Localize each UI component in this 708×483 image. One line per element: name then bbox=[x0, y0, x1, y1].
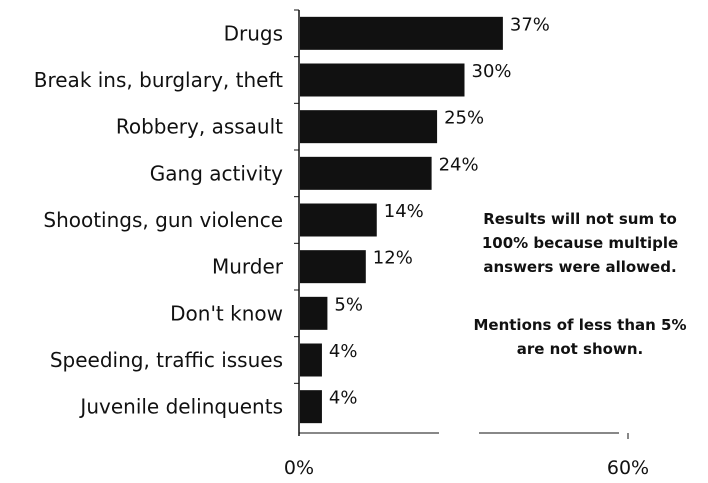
category-label: Robbery, assault bbox=[116, 115, 283, 139]
bar-4 bbox=[300, 203, 377, 237]
category-label: Gang activity bbox=[150, 161, 283, 185]
category-label: Don't know bbox=[170, 301, 283, 325]
value-label: 37% bbox=[510, 14, 550, 35]
bar-2 bbox=[300, 110, 438, 144]
note-line: are not shown. bbox=[517, 340, 643, 358]
category-label: Juvenile delinquents bbox=[78, 395, 283, 419]
plot-area: Drugs 37% Break ins, burglary, theft 30% Rob… bbox=[34, 9, 649, 479]
bar-7 bbox=[300, 343, 322, 377]
bar-8 bbox=[300, 390, 322, 424]
note-line: Mentions of less than 5% bbox=[473, 316, 686, 334]
note-line: answers were allowed. bbox=[483, 258, 676, 276]
category-label: Murder bbox=[212, 255, 284, 279]
bar-6 bbox=[300, 296, 328, 330]
bar-1 bbox=[300, 63, 465, 97]
bar-5 bbox=[300, 250, 366, 284]
category-label: Speeding, traffic issues bbox=[50, 348, 283, 372]
value-label: 25% bbox=[444, 108, 484, 129]
note-line: 100% because multiple bbox=[482, 234, 678, 252]
x-tick-label: 60% bbox=[607, 457, 649, 479]
x-tick-label: 0% bbox=[284, 457, 314, 479]
value-label: 12% bbox=[373, 248, 413, 269]
bar-0 bbox=[300, 16, 503, 50]
value-label: 4% bbox=[329, 388, 358, 409]
bar-3 bbox=[300, 156, 432, 190]
category-label: Break ins, burglary, theft bbox=[34, 68, 283, 92]
chart-notes: Results will not sum to 100% because mult… bbox=[473, 210, 686, 358]
category-label: Shootings, gun violence bbox=[43, 208, 283, 232]
value-label: 24% bbox=[439, 154, 479, 175]
value-label: 30% bbox=[472, 61, 512, 82]
value-label: 5% bbox=[334, 294, 363, 315]
category-label: Drugs bbox=[224, 21, 283, 45]
value-label: 14% bbox=[384, 201, 424, 222]
note-line: Results will not sum to bbox=[483, 210, 677, 228]
value-label: 4% bbox=[329, 341, 358, 362]
